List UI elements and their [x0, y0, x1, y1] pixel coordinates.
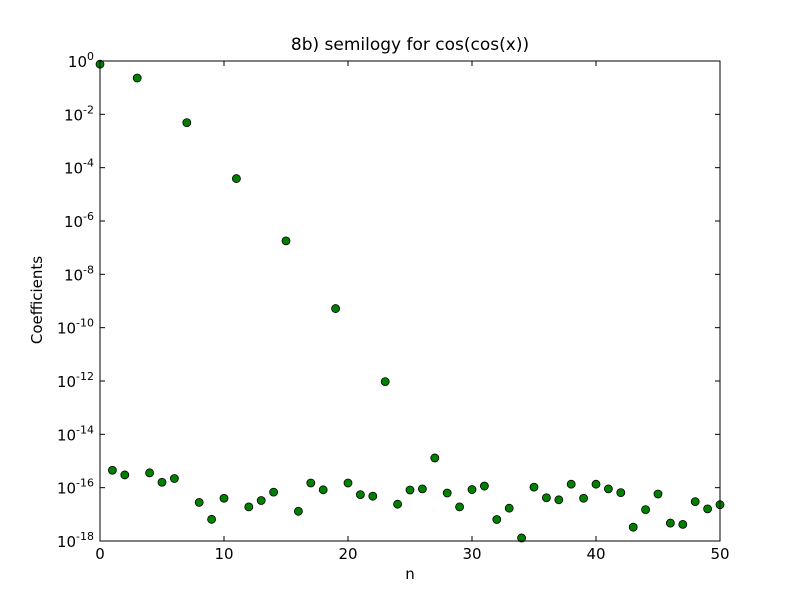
x-axis-label: n — [405, 565, 415, 583]
data-point — [504, 503, 514, 513]
data-point — [442, 488, 452, 498]
y-tick-label: 10-18 — [57, 530, 94, 551]
x-tick-label: 50 — [710, 545, 729, 563]
data-point — [331, 304, 341, 313]
data-point — [145, 468, 155, 478]
data-point — [616, 488, 626, 498]
data-point — [492, 515, 502, 524]
y-axis-label: Coefficients — [28, 255, 46, 345]
data-point — [281, 236, 291, 246]
data-point — [343, 478, 353, 488]
data-point — [703, 504, 712, 514]
data-point — [554, 495, 564, 505]
data-point — [318, 485, 328, 495]
data-point — [120, 470, 130, 480]
y-tick-label: 10-6 — [64, 210, 94, 231]
data-point — [293, 506, 303, 516]
data-point — [529, 482, 539, 492]
axes-frame — [99, 60, 721, 542]
data-point — [479, 481, 489, 491]
y-tick-label: 100 — [68, 50, 94, 71]
x-tick-label: 20 — [338, 545, 357, 563]
data-point — [194, 498, 204, 507]
data-point — [666, 518, 675, 528]
data-point — [108, 465, 117, 475]
y-tick-label: 10-2 — [64, 103, 94, 124]
data-point — [306, 478, 316, 488]
data-point — [355, 490, 365, 499]
data-point — [579, 493, 588, 503]
x-tick-label: 0 — [95, 545, 105, 563]
data-point — [542, 493, 551, 503]
y-tick-label: 10-16 — [57, 477, 94, 498]
x-tick-label: 10 — [214, 545, 233, 563]
data-point — [132, 73, 142, 83]
y-tick-label: 10-4 — [64, 157, 94, 178]
data-point — [256, 496, 266, 505]
data-point — [467, 485, 477, 494]
data-point — [182, 118, 192, 127]
data-point — [678, 519, 688, 529]
y-tick-label: 10-12 — [57, 370, 94, 391]
data-point — [231, 174, 241, 183]
data-point — [628, 522, 638, 532]
data-point — [455, 502, 465, 512]
x-tick-label: 30 — [462, 545, 481, 563]
data-point — [393, 499, 403, 509]
chart-title: 8b) semilogy for cos(cos(x)) — [290, 35, 530, 55]
data-point — [604, 484, 613, 494]
data-point — [641, 505, 650, 515]
data-point — [169, 474, 179, 483]
data-point — [219, 493, 229, 503]
data-point — [417, 484, 427, 494]
x-tick-label: 40 — [586, 545, 605, 563]
y-tick-label: 10-8 — [64, 263, 94, 284]
data-point — [368, 491, 378, 501]
y-tick-label: 10-10 — [57, 317, 94, 338]
data-point — [591, 479, 601, 489]
data-point — [269, 487, 279, 497]
data-point — [405, 485, 415, 495]
data-point — [380, 377, 390, 386]
data-point — [690, 497, 700, 507]
y-tick-label: 10-14 — [57, 423, 94, 444]
data-point — [430, 453, 440, 463]
data-point — [157, 477, 167, 487]
data-point — [517, 533, 526, 543]
data-point — [653, 489, 663, 499]
data-point — [244, 502, 254, 512]
data-point — [566, 479, 576, 489]
data-point — [207, 514, 217, 524]
